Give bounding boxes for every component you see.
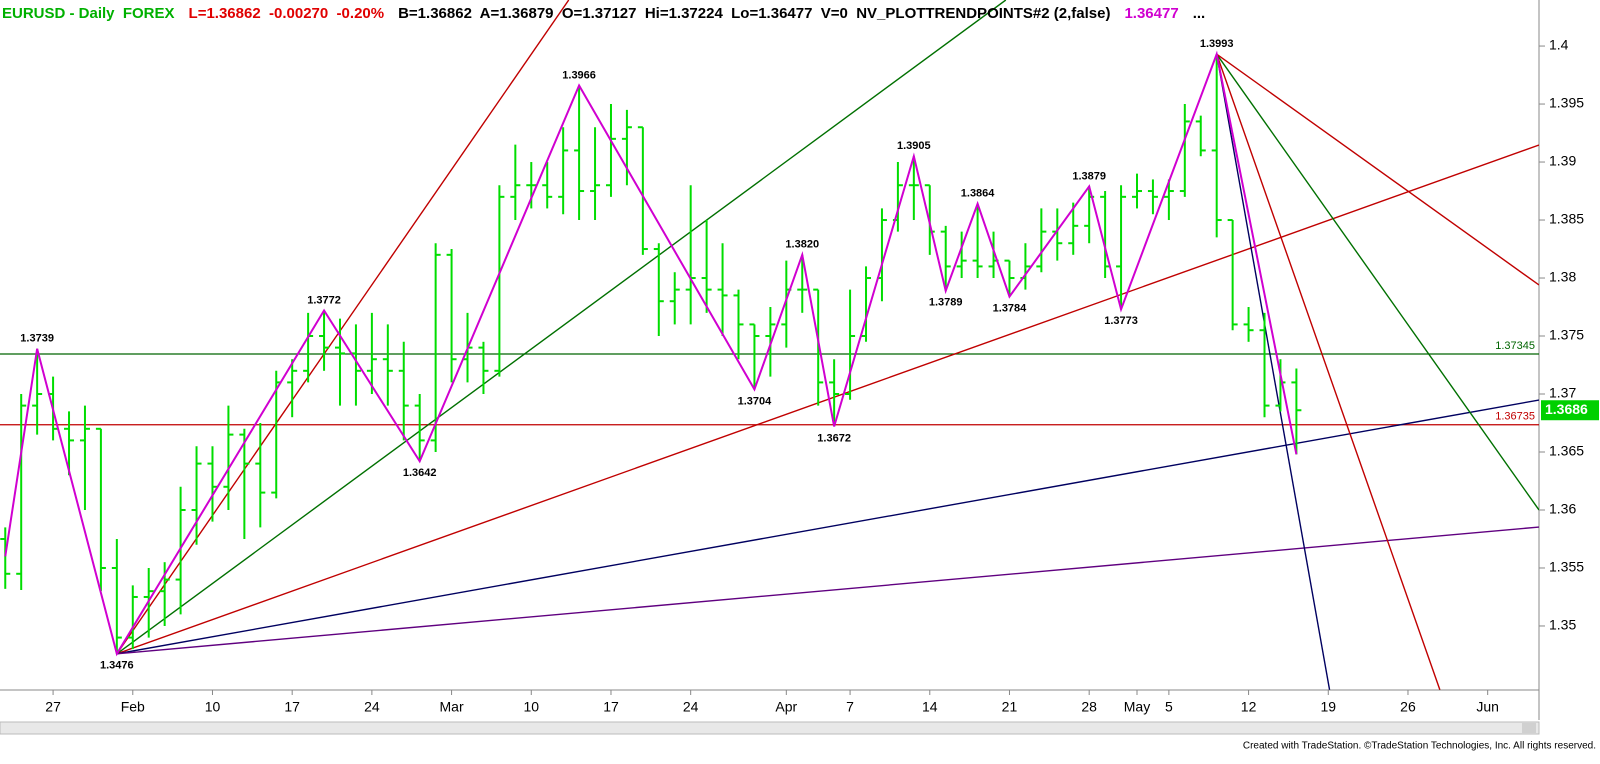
pivot-label: 1.3739 <box>20 333 54 345</box>
pivot-label: 1.3789 <box>929 297 963 309</box>
pivot-label: 1.3704 <box>738 395 773 407</box>
x-tick-label: 12 <box>1241 699 1257 715</box>
trend-line <box>116 399 1539 655</box>
trend-line <box>116 526 1539 655</box>
x-tick-label: 10 <box>523 699 539 715</box>
y-tick-label: 1.36 <box>1549 501 1576 517</box>
x-tick-label: 7 <box>846 699 854 715</box>
pivot-label: 1.3772 <box>307 294 341 306</box>
header-part: L=1.36862 -0.00270 -0.20% <box>189 5 385 22</box>
pivot-label: 1.3672 <box>817 432 851 444</box>
x-tick-label: 17 <box>284 699 300 715</box>
y-tick-label: 1.35 <box>1549 617 1576 633</box>
x-tick-label: 17 <box>603 699 619 715</box>
y-tick-label: 1.37 <box>1549 385 1576 401</box>
x-tick-label: 21 <box>1002 699 1018 715</box>
pivot-label: 1.3993 <box>1200 38 1234 50</box>
header-part: B=1.36862 A=1.36879 O=1.37127 Hi=1.37224… <box>398 5 1110 22</box>
y-tick-label: 1.4 <box>1549 37 1569 53</box>
y-tick-label: 1.38 <box>1549 269 1576 285</box>
pivot-label: 1.3966 <box>562 69 596 81</box>
scrollbar[interactable] <box>0 721 1540 735</box>
y-tick-label: 1.395 <box>1549 95 1584 111</box>
plot-area <box>0 0 1539 690</box>
level-label: 1.36735 <box>1495 411 1535 423</box>
x-tick-label: Jun <box>1476 699 1499 715</box>
x-tick-label: 14 <box>922 699 938 715</box>
scroll-arrow[interactable] <box>1522 723 1536 733</box>
x-tick-label: 10 <box>205 699 221 715</box>
header-part: EURUSD - Daily FOREX <box>2 5 175 22</box>
trend-line <box>116 0 570 655</box>
trend-line <box>1216 53 1539 286</box>
x-tick-label: 24 <box>683 699 699 715</box>
x-tick-label: Mar <box>440 699 464 715</box>
x-tick-label: Feb <box>121 699 145 715</box>
trend-line <box>1216 53 1441 690</box>
x-tick-label: 28 <box>1081 699 1097 715</box>
pivot-label: 1.3820 <box>785 239 819 251</box>
pivot-label: 1.3784 <box>993 302 1028 314</box>
x-tick-label: 24 <box>364 699 380 715</box>
level-label: 1.37345 <box>1495 340 1535 352</box>
x-tick-label: 5 <box>1165 699 1173 715</box>
footer: Created with TradeStation. ©TradeStation… <box>1243 741 1596 752</box>
x-tick-label: Apr <box>775 699 797 715</box>
pivot-label: 1.3773 <box>1104 315 1138 327</box>
trend-line <box>116 0 1007 655</box>
pivot-label: 1.3864 <box>961 188 996 200</box>
x-tick-label: May <box>1124 699 1150 715</box>
pivot-label: 1.3879 <box>1072 170 1106 182</box>
last-price-box <box>1541 400 1599 421</box>
trend-points-line <box>4 50 1298 657</box>
trend-line <box>1216 54 1331 690</box>
pivot-label: 1.3905 <box>897 140 931 152</box>
y-tick-label: 1.39 <box>1549 153 1576 169</box>
y-tick-label: 1.375 <box>1549 327 1584 343</box>
y-tick-label: 1.385 <box>1549 211 1584 227</box>
x-tick-label: 19 <box>1320 699 1336 715</box>
x-tick-label: 27 <box>45 699 61 715</box>
header: EURUSD - Daily FOREX L=1.36862 -0.00270 -… <box>2 5 1205 22</box>
y-tick-label: 1.355 <box>1549 559 1584 575</box>
trend-line <box>1216 53 1539 511</box>
pivot-label: 1.3476 <box>100 660 134 672</box>
header-part: 1.36477 <box>1124 5 1178 22</box>
last-price-label: 1.3686 <box>1545 401 1588 417</box>
trend-line <box>116 144 1539 655</box>
header-part: ... <box>1193 5 1206 22</box>
y-tick-label: 1.365 <box>1549 443 1584 459</box>
pivot-label: 1.3642 <box>403 467 437 479</box>
x-tick-label: 26 <box>1400 699 1416 715</box>
